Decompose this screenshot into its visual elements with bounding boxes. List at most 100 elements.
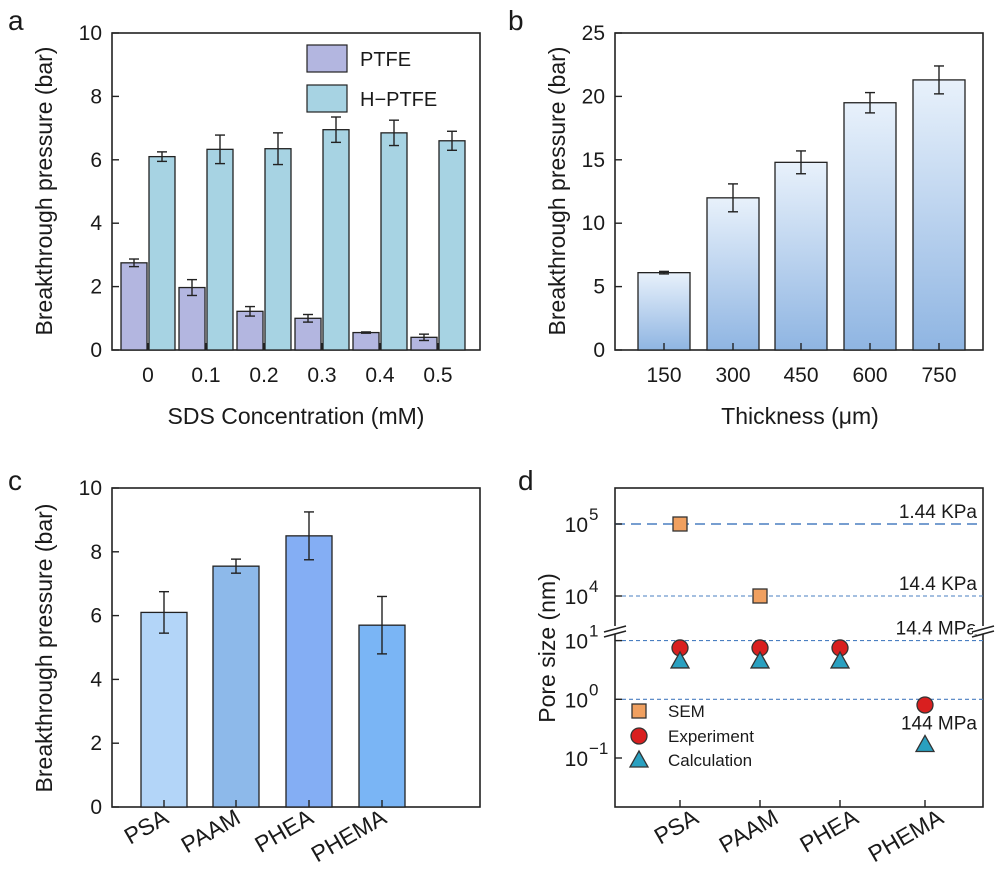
- b-ytick-label: 15: [582, 149, 605, 172]
- d-xtick-label: PAAM: [715, 804, 783, 858]
- bar-ptfe: [352, 331, 380, 351]
- bar-hptfe: [322, 129, 350, 351]
- bar-polymer: [285, 535, 333, 808]
- a-xtick-label: 0: [142, 364, 154, 387]
- xlabel-b: Thickness (μm): [721, 403, 879, 429]
- a-xtick-label: 0.1: [191, 364, 220, 387]
- yticks-a: 0 2 4 6 8 10: [79, 22, 119, 362]
- panel-label-a: a: [8, 5, 24, 36]
- d-ytick-label: 10 0: [565, 680, 599, 712]
- xticks-b: 150 300 450 600 750: [646, 343, 957, 387]
- bars-b: [637, 65, 966, 351]
- legend-label-sem: SEM: [668, 702, 705, 721]
- bar-hptfe: [438, 140, 466, 351]
- d-ytick-exponent: 5: [589, 505, 598, 524]
- calculation-marker: [829, 650, 851, 669]
- bar-thickness: [912, 79, 966, 351]
- ylabel-b: Breakthrough pressure (bar): [544, 47, 570, 336]
- c-ytick-label: 0: [90, 796, 102, 819]
- d-ytick-exponent: 4: [589, 577, 598, 596]
- b-xtick-label: 750: [921, 364, 956, 387]
- b-ytick-label: 10: [582, 212, 605, 235]
- panel-label-b: b: [508, 5, 524, 36]
- d-ytick-label: 10 1: [565, 622, 599, 654]
- bar-polymer: [140, 611, 188, 808]
- legend-marker-sem: [631, 703, 647, 719]
- xticks-a: 0 0.1 0.2 0.3 0.4 0.5: [142, 343, 453, 387]
- b-xtick-label: 300: [715, 364, 750, 387]
- legend-label-calculation: Calculation: [668, 751, 752, 770]
- experiment-marker: [916, 696, 934, 714]
- bar-hptfe: [206, 148, 234, 351]
- bar-ptfe: [120, 262, 148, 351]
- c-ytick-label: 2: [90, 732, 102, 755]
- legend-label-hptfe: H−PTFE: [360, 89, 437, 111]
- sem-marker: [672, 516, 688, 532]
- axis-break-d: [603, 625, 995, 638]
- d-xtick-label: PHEMA: [864, 803, 948, 867]
- ylabel-c: Breakthrough pressure (bar): [31, 504, 57, 793]
- d-ytick-exponent: −1: [589, 739, 608, 758]
- bar-thickness: [637, 272, 691, 351]
- a-xtick-label: 0.5: [423, 364, 452, 387]
- yticks-d: 10 510 410 110 010 −1: [565, 505, 622, 771]
- d-ytick-base: 10: [565, 631, 588, 654]
- xticks-d: PSA PAAM PHEA PHEMA: [650, 800, 948, 867]
- a-ytick-label: 4: [90, 212, 102, 235]
- panel-a: 0 2 4 6 8 10 0 0.1 0.2 0.3 0.4 0.5 SDS Concentrati…: [31, 22, 481, 429]
- a-ytick-label: 2: [90, 276, 102, 299]
- a-ytick-label: 6: [90, 149, 102, 172]
- a-xtick-label: 0.2: [249, 364, 278, 387]
- legend-d: SEM Experiment Calculation: [628, 702, 754, 770]
- c-xtick-label: PAAM: [177, 804, 245, 858]
- d-ytick-base: 10: [565, 586, 588, 609]
- d-ytick-base: 10: [565, 514, 588, 537]
- d-ytick-base: 10: [565, 689, 588, 712]
- calculation-marker: [914, 734, 936, 753]
- bar-hptfe: [264, 148, 292, 351]
- c-xtick-label: PSA: [120, 803, 173, 849]
- calculation-marker: [749, 650, 771, 669]
- d-ytick-base: 10: [565, 748, 588, 771]
- legend-marker-calculation: [628, 749, 650, 768]
- c-xtick-label: PHEA: [250, 803, 318, 857]
- yticks-c: 0 2 4 6 8 10: [79, 477, 119, 819]
- b-ytick-label: 20: [582, 85, 605, 108]
- yticks-b: 0 5 10 15 20 25: [582, 22, 622, 362]
- bar-thickness: [774, 161, 828, 351]
- panel-label-d: d: [518, 465, 534, 496]
- panel-label-c: c: [8, 465, 22, 496]
- b-xtick-label: 150: [646, 364, 681, 387]
- reference-line-label: 1.44 KPa: [899, 502, 978, 523]
- d-ytick-exponent: 0: [589, 680, 598, 699]
- reference-line-label: 14.4 KPa: [899, 574, 978, 595]
- legend-marker-experiment: [630, 727, 648, 745]
- reference-line-label: 144 MPa: [901, 713, 977, 734]
- c-ytick-label: 6: [90, 605, 102, 628]
- panel-b: 0 5 10 15 20 25 150 300 450 600 750 Thickness (μm…: [544, 22, 984, 429]
- b-ytick-label: 0: [593, 339, 605, 362]
- xlabel-a: SDS Concentration (mM): [168, 403, 425, 429]
- bars-a: [120, 116, 466, 351]
- legend-label-experiment: Experiment: [668, 727, 754, 746]
- bar-hptfe: [148, 155, 176, 351]
- c-ytick-label: 4: [90, 668, 102, 691]
- b-ytick-label: 25: [582, 22, 605, 45]
- bar-ptfe: [178, 286, 206, 351]
- reference-line-label: 14.4 MPa: [896, 619, 978, 640]
- markers-d: [669, 516, 936, 753]
- bar-hptfe: [380, 132, 408, 351]
- ylabel-a: Breakthrough pressure (bar): [31, 47, 57, 336]
- a-ytick-label: 8: [90, 85, 102, 108]
- c-xtick-label: PHEMA: [307, 803, 391, 867]
- bars-c: [140, 511, 406, 808]
- bar-thickness: [706, 197, 760, 351]
- bar-ptfe: [294, 317, 322, 351]
- d-ytick-exponent: 1: [589, 622, 598, 641]
- reference-lines-d: 1.44 KPa 14.4 KPa 14.4 MPa 144 MPa: [615, 502, 983, 734]
- legend-swatch-ptfe: [306, 44, 348, 73]
